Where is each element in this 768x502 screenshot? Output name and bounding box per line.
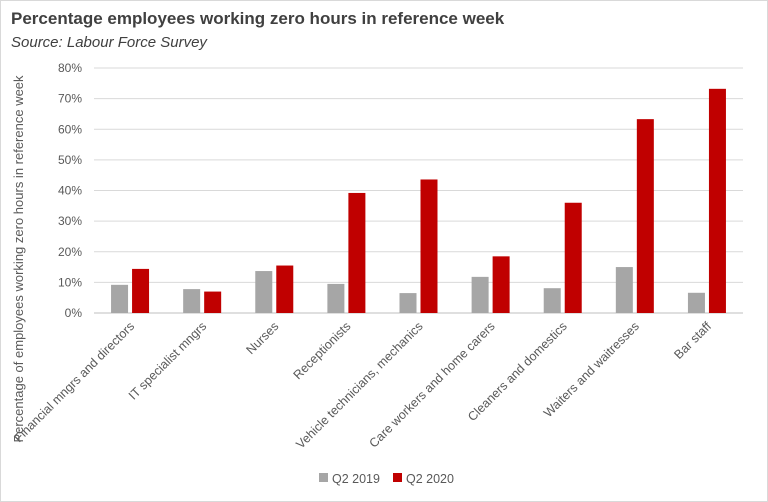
x-tick-label: IT specialist mngrs (126, 319, 209, 402)
legend-swatch (319, 473, 328, 482)
y-tick-label: 40% (58, 184, 82, 198)
y-tick-label: 20% (58, 245, 82, 259)
bar-q2-2019 (399, 293, 417, 313)
bar-q2-2020 (348, 192, 366, 313)
bar-q2-2019 (183, 289, 201, 313)
y-tick-label: 0% (65, 306, 83, 320)
y-tick-label: 80% (58, 61, 82, 75)
bar-q2-2020 (564, 202, 582, 313)
bar-q2-2019 (615, 267, 633, 313)
bar-q2-2020 (204, 291, 222, 313)
bar-q2-2020 (708, 88, 726, 313)
bar-q2-2019 (543, 288, 561, 313)
chart-title: Percentage employees working zero hours … (11, 9, 505, 28)
bar-q2-2019 (471, 276, 489, 313)
bar-q2-2020 (276, 265, 294, 313)
x-tick-label: Financial mngrs and directors (11, 319, 137, 445)
bar-q2-2019 (687, 292, 705, 313)
bar-q2-2020 (132, 268, 150, 313)
bar-q2-2019 (327, 283, 345, 313)
bar-q2-2019 (255, 271, 273, 313)
legend-label: Q2 2020 (406, 472, 454, 486)
legend-label: Q2 2019 (332, 472, 380, 486)
x-tick-label: Care workers and home carers (366, 319, 497, 450)
bar-q2-2020 (420, 179, 438, 313)
chart-subtitle: Source: Labour Force Survey (11, 34, 207, 51)
bar-q2-2020 (636, 119, 654, 313)
legend-swatch (393, 473, 402, 482)
x-tick-label: Vehicle technicians, mechanics (293, 319, 425, 451)
x-tick-label: Receptionists (291, 319, 354, 382)
bar-q2-2020 (492, 256, 510, 313)
y-tick-label: 30% (58, 214, 82, 228)
x-tick-label: Bar staff (671, 319, 714, 362)
y-tick-label: 10% (58, 275, 82, 289)
y-axis-title: Percentage of employees working zero hou… (11, 75, 26, 443)
y-tick-label: 70% (58, 92, 82, 106)
y-tick-label: 50% (58, 153, 82, 167)
bar-q2-2019 (111, 284, 129, 313)
y-tick-label: 60% (58, 122, 82, 136)
x-tick-label: Nurses (244, 319, 282, 357)
